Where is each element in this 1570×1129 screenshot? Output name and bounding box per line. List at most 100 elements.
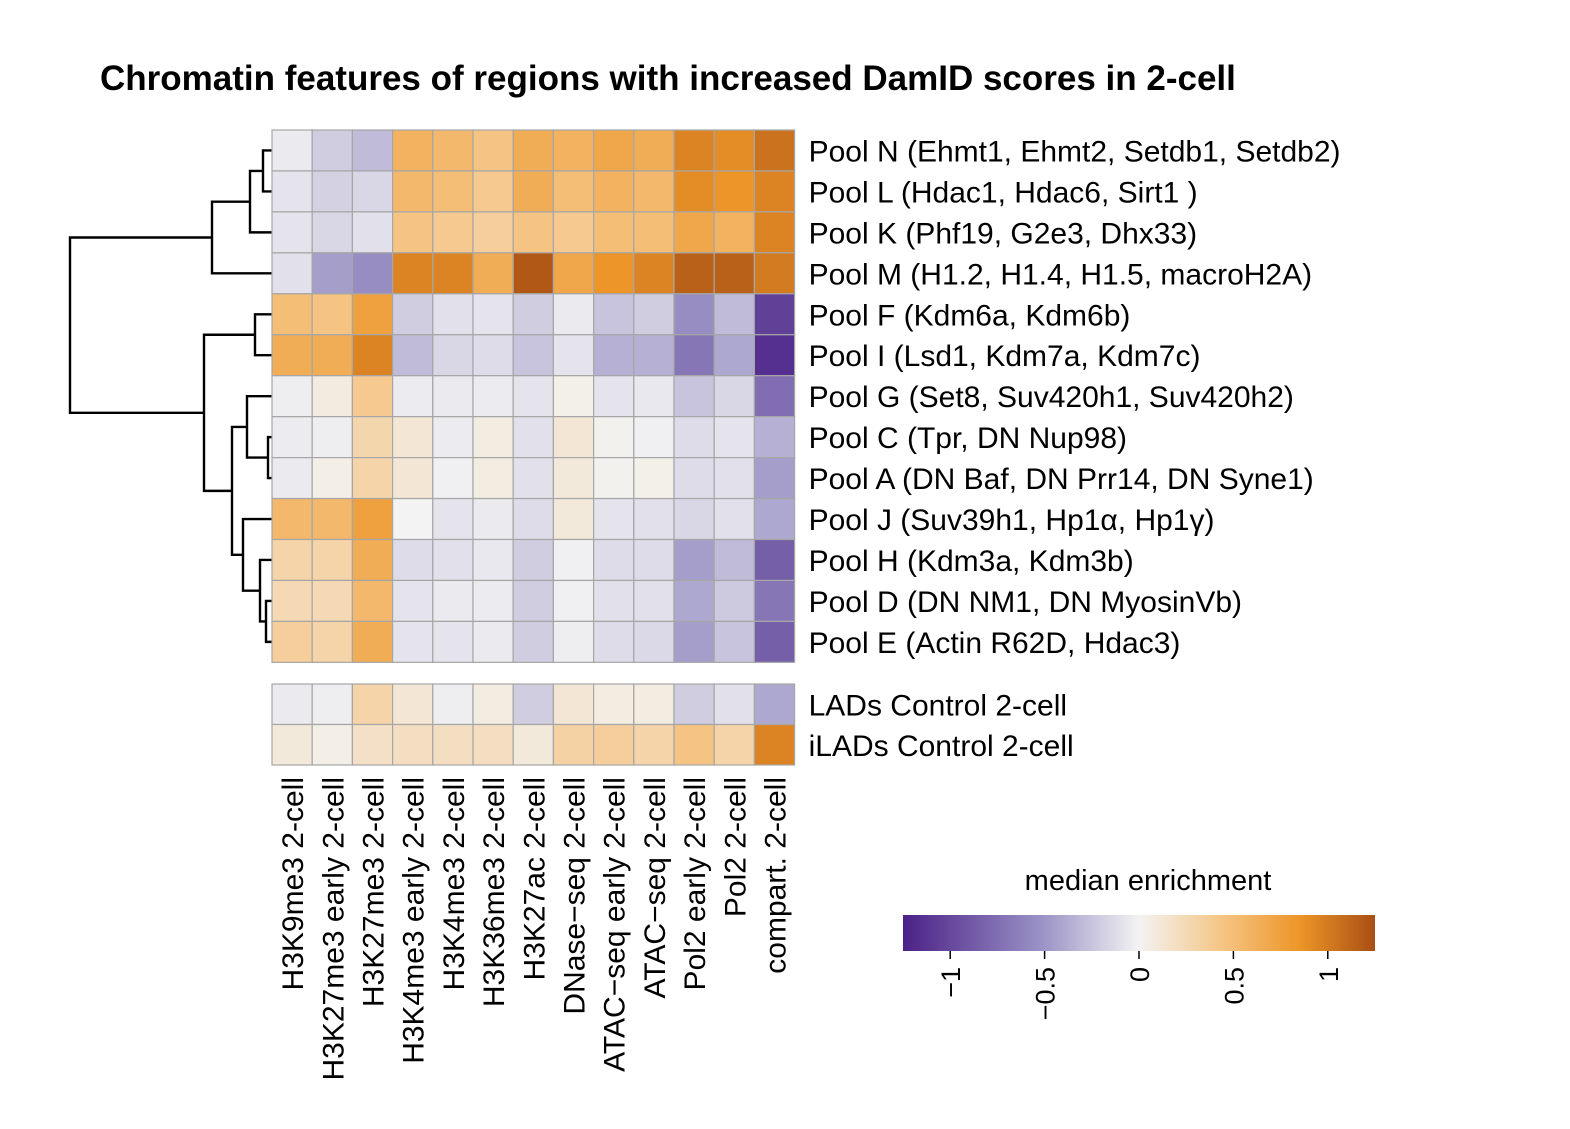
legend-title: median enrichment (1025, 865, 1272, 897)
heatmap-cell (351, 416, 394, 459)
heatmap-cell (472, 497, 514, 541)
heatmap-cell (271, 416, 313, 459)
heatmap-cell (592, 129, 635, 172)
row-label: Pool F (Kdm6a, Kdm6b) (809, 299, 1131, 332)
heatmap-reference-grid (271, 683, 796, 766)
column-label: H3K4me3 early 2-cell (398, 777, 431, 1064)
heatmap-cell (673, 129, 715, 172)
heatmap-cell (633, 334, 675, 377)
dendrogram-branch (261, 149, 272, 193)
heatmap-cell (392, 620, 434, 663)
reference-cell (673, 683, 715, 726)
heatmap-cell (512, 334, 555, 377)
heatmap-cell (552, 416, 595, 459)
heatmap-cell (713, 293, 756, 336)
row-label: Pool N (Ehmt1, Ehmt2, Setdb1, Setdb2) (809, 135, 1341, 168)
heatmap-cell (552, 579, 595, 623)
heatmap-cell (552, 497, 595, 541)
heatmap-cell (472, 620, 514, 663)
legend-tick-label: −0.5 (1031, 967, 1061, 1020)
heatmap-cell (432, 375, 474, 418)
heatmap-cell (592, 252, 635, 295)
reference-cell (271, 723, 313, 766)
heatmap-cell (633, 497, 675, 541)
heatmap-cell (271, 129, 313, 172)
column-label: H3K27ac 2-cell (518, 777, 551, 980)
heatmap-cell (392, 375, 434, 418)
heatmap-cell (592, 170, 635, 213)
dendrogram-branch (230, 425, 247, 557)
color-legend: median enrichment −1 −0.5 0 0.5 1 (903, 865, 1375, 1020)
heatmap-cell (753, 211, 796, 254)
column-label: DNase−seq 2-cell (559, 777, 592, 1015)
heatmap-cell (351, 497, 394, 541)
heatmap-cell (392, 416, 434, 459)
heatmap-cell (753, 252, 796, 295)
heatmap-cell (432, 129, 474, 172)
heatmap-cell (432, 334, 474, 377)
heatmap-cell (512, 170, 555, 213)
heatmap-cell (713, 497, 756, 541)
dendrogram-branch (253, 313, 272, 357)
legend-tick-label: −1 (936, 967, 966, 998)
heatmap-main-grid (271, 129, 796, 663)
heatmap-cell (351, 211, 394, 254)
reference-cell (472, 683, 514, 726)
heatmap-cell (392, 579, 434, 623)
heatmap-cell (392, 538, 434, 582)
heatmap-cell (592, 579, 635, 623)
column-label: H3K27me3 early 2-cell (317, 777, 350, 1080)
heatmap-cell (512, 211, 555, 254)
heatmap-cell (311, 416, 354, 459)
heatmap-cell (673, 620, 715, 663)
reference-cell (633, 723, 675, 766)
reference-cell (271, 683, 313, 726)
heatmap-cell (713, 620, 756, 663)
column-label: H3K27me3 2-cell (358, 777, 391, 1007)
heatmap-cell (432, 416, 474, 459)
heatmap-cell (472, 211, 514, 254)
heatmap-cell (472, 538, 514, 582)
heatmap-cell (432, 497, 474, 541)
heatmap-cell (392, 497, 434, 541)
heatmap-cell (633, 416, 675, 459)
heatmap-cell (753, 416, 796, 459)
reference-cell (512, 723, 555, 766)
heatmap-cell (713, 252, 756, 295)
column-label: ATAC−seq 2-cell (639, 777, 672, 998)
column-label: H3K36me3 2-cell (478, 777, 511, 1007)
reference-cell (552, 683, 595, 726)
heatmap-cell (633, 375, 675, 418)
heatmap-cell (552, 457, 595, 500)
reference-row-labels: LADs Control 2-cell iLADs Control 2-cell (809, 689, 1074, 763)
heatmap-cell (311, 252, 354, 295)
colorbar-gradient (903, 915, 1375, 951)
dendrogram-branch (241, 517, 272, 592)
heatmap-cell (512, 129, 555, 172)
row-label: Pool K (Phf19, G2e3, Dhx33) (809, 217, 1198, 250)
heatmap-cell (311, 334, 354, 377)
dendrogram-branch (264, 599, 272, 644)
heatmap-cell (633, 129, 675, 172)
column-label: Pol2 2-cell (719, 777, 752, 917)
legend-tick-label: 1 (1314, 967, 1344, 982)
reference-row-label: iLADs Control 2-cell (809, 730, 1074, 763)
heatmap-cell (311, 579, 354, 623)
heatmap-cell (592, 457, 635, 500)
heatmap-cell (432, 293, 474, 336)
heatmap-cell (432, 579, 474, 623)
heatmap-cell (592, 620, 635, 663)
heatmap-cell (311, 497, 354, 541)
heatmap-cell (633, 620, 675, 663)
row-label: Pool D (DN NM1, DN MyosinVb) (809, 586, 1242, 619)
reference-cell (432, 683, 474, 726)
heatmap-cell (472, 252, 514, 295)
heatmap-cell (552, 538, 595, 582)
column-label: compart. 2-cell (760, 777, 793, 974)
reference-cell (673, 723, 715, 766)
heatmap-cell (512, 375, 555, 418)
heatmap-cell (311, 211, 354, 254)
heatmap-cell (392, 334, 434, 377)
heatmap-cell (753, 375, 796, 418)
heatmap-cell (673, 579, 715, 623)
